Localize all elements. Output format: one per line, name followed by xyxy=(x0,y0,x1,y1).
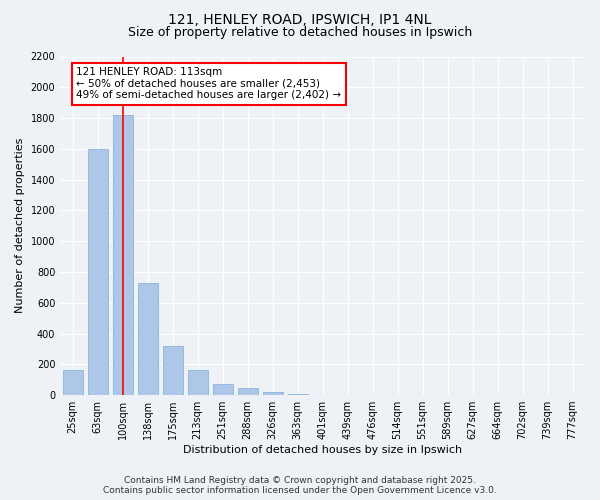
Bar xyxy=(62,370,83,395)
Text: Contains HM Land Registry data © Crown copyright and database right 2025.
Contai: Contains HM Land Registry data © Crown c… xyxy=(103,476,497,495)
Text: 121, HENLEY ROAD, IPSWICH, IP1 4NL: 121, HENLEY ROAD, IPSWICH, IP1 4NL xyxy=(168,12,432,26)
Y-axis label: Number of detached properties: Number of detached properties xyxy=(15,138,25,314)
Bar xyxy=(137,282,158,395)
X-axis label: Distribution of detached houses by size in Ipswich: Distribution of detached houses by size … xyxy=(183,445,462,455)
Bar xyxy=(287,394,308,395)
Text: Size of property relative to detached houses in Ipswich: Size of property relative to detached ho… xyxy=(128,26,472,39)
Bar xyxy=(113,115,133,395)
Text: 121 HENLEY ROAD: 113sqm
← 50% of detached houses are smaller (2,453)
49% of semi: 121 HENLEY ROAD: 113sqm ← 50% of detache… xyxy=(76,68,341,100)
Bar xyxy=(163,346,182,395)
Bar xyxy=(188,370,208,395)
Bar xyxy=(88,149,107,395)
Bar xyxy=(238,388,257,395)
Bar xyxy=(263,392,283,395)
Bar xyxy=(212,384,233,395)
